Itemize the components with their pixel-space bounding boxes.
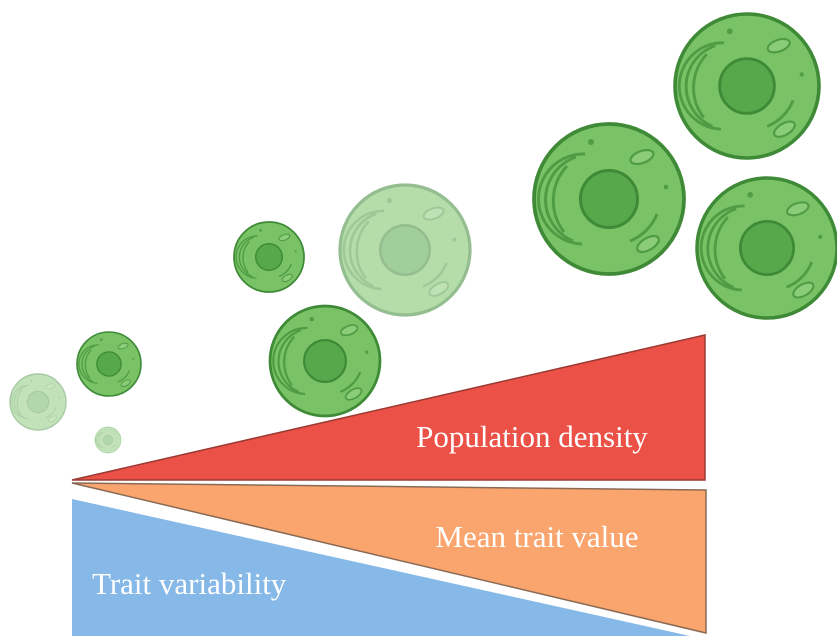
variability-wedge xyxy=(72,499,690,636)
density-wedge xyxy=(71,334,706,481)
cell xyxy=(9,373,67,431)
cells xyxy=(9,12,837,454)
cell xyxy=(268,304,382,418)
mean-wedge xyxy=(71,482,707,634)
cell xyxy=(76,331,142,397)
cell xyxy=(338,183,472,317)
cell xyxy=(233,221,305,293)
mean-trait-label: Mean trait value xyxy=(435,519,638,554)
cell xyxy=(673,12,821,160)
cell xyxy=(94,426,122,454)
trait-variability-label: Trait variability xyxy=(92,566,287,601)
cell xyxy=(532,122,686,276)
cell xyxy=(695,176,837,320)
population-density-label: Population density xyxy=(416,419,648,454)
